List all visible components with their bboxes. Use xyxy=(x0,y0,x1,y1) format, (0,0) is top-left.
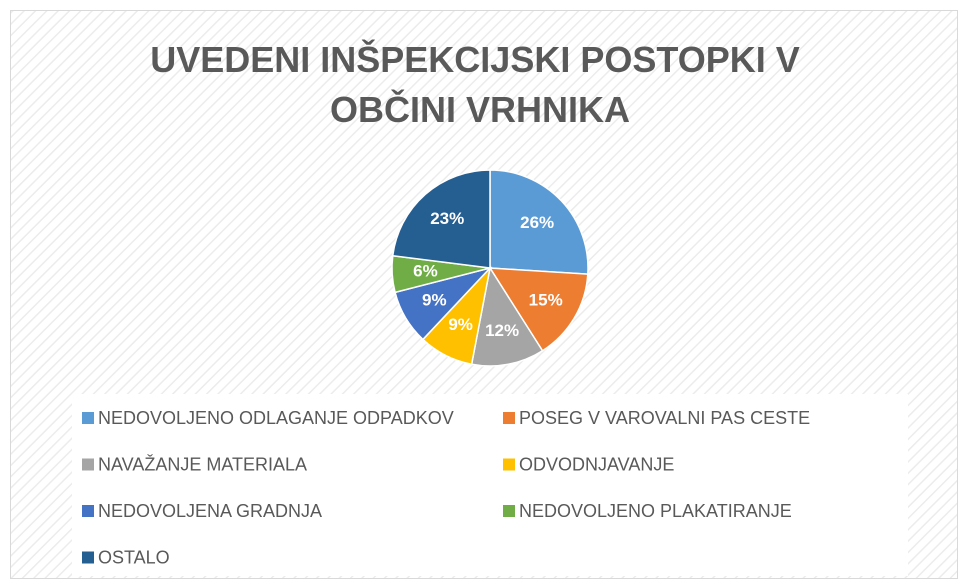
pie-slice xyxy=(488,267,589,352)
data-label: 6% xyxy=(413,262,438,281)
chart-title: UVEDENI INŠPEKCIJSKI POSTOPKI V OBČINI V… xyxy=(150,38,810,130)
legend-label: POSEG V VAROVALNI PAS CESTE xyxy=(519,408,810,428)
legend-label: OSTALO xyxy=(98,547,170,567)
legend-label: NEDOVOLJENA GRADNJA xyxy=(98,501,322,521)
legend-swatch xyxy=(82,505,94,517)
legend-label: NEDOVOLJENO PLAKATIRANJE xyxy=(519,501,792,521)
legend-swatch xyxy=(82,458,94,471)
legend-label: NEDOVOLJENO ODLAGANJE ODPADKOV xyxy=(98,408,454,428)
legend-box xyxy=(72,394,908,576)
pie-slice xyxy=(470,265,544,367)
pie-slice xyxy=(391,169,491,269)
data-label: 26% xyxy=(520,213,554,232)
legend-swatch xyxy=(503,412,515,424)
title-line: UVEDENI INŠPEKCIJSKI POSTOPKI V xyxy=(150,38,800,80)
title-line: OBČINI VRHNIKA xyxy=(330,88,630,130)
pie-slice xyxy=(489,169,589,275)
legend-swatch xyxy=(82,412,94,424)
data-label: 9% xyxy=(422,290,447,309)
legend-swatch xyxy=(503,505,515,517)
legend-label: ODVODNJAVANJE xyxy=(519,454,674,474)
legend-label: NAVAŽANJE MATERIALA xyxy=(98,454,307,474)
legend-swatch xyxy=(503,458,515,471)
data-label: 23% xyxy=(430,209,464,228)
legend-swatch xyxy=(82,551,94,564)
data-label: 15% xyxy=(529,290,563,309)
data-label: 12% xyxy=(485,321,519,340)
data-label: 9% xyxy=(448,315,473,334)
